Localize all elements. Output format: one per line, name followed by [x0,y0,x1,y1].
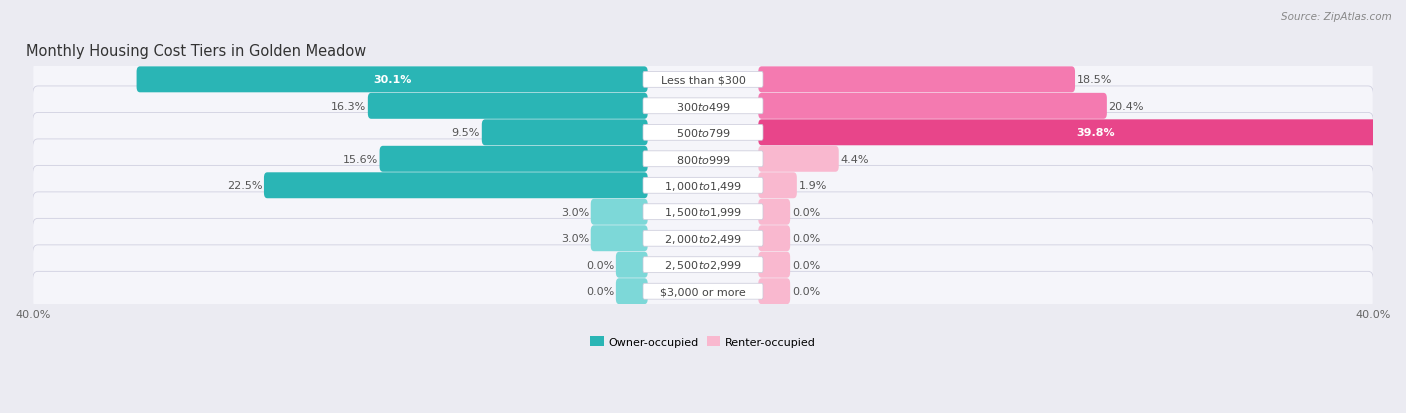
FancyBboxPatch shape [643,99,763,114]
FancyBboxPatch shape [380,147,648,172]
FancyBboxPatch shape [368,94,648,119]
Text: 20.4%: 20.4% [1108,102,1144,112]
Text: 30.1%: 30.1% [373,75,412,85]
Text: 18.5%: 18.5% [1077,75,1112,85]
Text: 0.0%: 0.0% [586,260,614,270]
FancyBboxPatch shape [32,60,1374,100]
FancyBboxPatch shape [591,199,648,225]
FancyBboxPatch shape [32,192,1374,232]
FancyBboxPatch shape [32,140,1374,179]
FancyBboxPatch shape [591,226,648,252]
FancyBboxPatch shape [643,204,763,220]
FancyBboxPatch shape [32,113,1374,153]
FancyBboxPatch shape [32,166,1374,206]
FancyBboxPatch shape [32,87,1374,126]
FancyBboxPatch shape [616,252,648,278]
FancyBboxPatch shape [643,178,763,194]
FancyBboxPatch shape [758,252,790,278]
Text: $500 to $799: $500 to $799 [675,127,731,139]
Text: $1,000 to $1,499: $1,000 to $1,499 [664,179,742,192]
Text: $3,000 or more: $3,000 or more [661,287,745,297]
FancyBboxPatch shape [758,94,1107,119]
FancyBboxPatch shape [643,125,763,141]
Text: 0.0%: 0.0% [586,287,614,297]
FancyBboxPatch shape [758,67,1076,93]
FancyBboxPatch shape [758,173,797,199]
Text: 1.9%: 1.9% [799,181,827,191]
FancyBboxPatch shape [643,152,763,167]
Text: 0.0%: 0.0% [792,207,820,217]
Text: Monthly Housing Cost Tiers in Golden Meadow: Monthly Housing Cost Tiers in Golden Mea… [25,44,366,59]
Text: 0.0%: 0.0% [792,234,820,244]
FancyBboxPatch shape [643,257,763,273]
FancyBboxPatch shape [758,278,790,304]
Text: 3.0%: 3.0% [561,207,589,217]
FancyBboxPatch shape [136,67,648,93]
Text: $1,500 to $1,999: $1,500 to $1,999 [664,206,742,219]
FancyBboxPatch shape [643,72,763,88]
Text: 9.5%: 9.5% [451,128,479,138]
FancyBboxPatch shape [32,219,1374,259]
Text: 4.4%: 4.4% [841,154,869,164]
FancyBboxPatch shape [643,231,763,247]
FancyBboxPatch shape [643,284,763,299]
FancyBboxPatch shape [264,173,648,199]
Text: 15.6%: 15.6% [343,154,378,164]
Text: 39.8%: 39.8% [1076,128,1115,138]
FancyBboxPatch shape [758,147,839,172]
Text: Less than $300: Less than $300 [661,75,745,85]
Legend: Owner-occupied, Renter-occupied: Owner-occupied, Renter-occupied [586,332,820,351]
FancyBboxPatch shape [616,278,648,304]
Text: 22.5%: 22.5% [226,181,263,191]
Text: 16.3%: 16.3% [330,102,366,112]
FancyBboxPatch shape [32,272,1374,311]
FancyBboxPatch shape [758,120,1406,146]
Text: Source: ZipAtlas.com: Source: ZipAtlas.com [1281,12,1392,22]
Text: 0.0%: 0.0% [792,260,820,270]
FancyBboxPatch shape [758,199,790,225]
FancyBboxPatch shape [482,120,648,146]
Text: 3.0%: 3.0% [561,234,589,244]
Text: $800 to $999: $800 to $999 [675,153,731,165]
Text: $300 to $499: $300 to $499 [675,101,731,113]
Text: 0.0%: 0.0% [792,287,820,297]
FancyBboxPatch shape [758,226,790,252]
Text: $2,500 to $2,999: $2,500 to $2,999 [664,259,742,272]
FancyBboxPatch shape [32,245,1374,285]
Text: $2,000 to $2,499: $2,000 to $2,499 [664,232,742,245]
